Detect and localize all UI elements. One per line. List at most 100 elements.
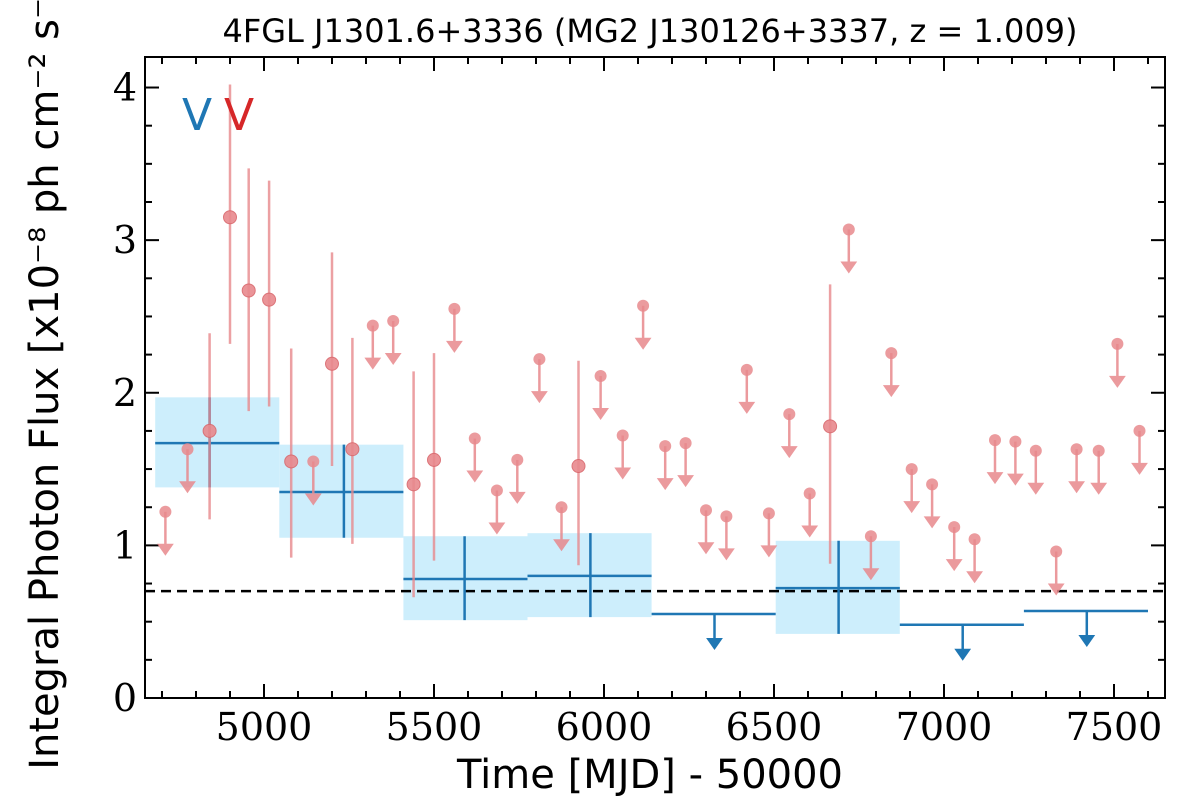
long-bin-upper-limit-arrow-head [954, 648, 972, 661]
short-bin-upper-limit-arrow-head [488, 522, 506, 535]
short-bin-upper-limit-arrow-head [466, 470, 484, 483]
short-bin-upper-limit-arrow-head [1090, 482, 1108, 495]
short-bin-upper-limit-arrow-head [945, 559, 963, 572]
y-axis-label: Integral Photon Flux [x10⁻⁸ ph cm⁻² s⁻¹] [22, 0, 68, 770]
y-tick-label: 3 [113, 218, 137, 262]
short-bin-upper-limit [903, 469, 921, 514]
short-bin-upper-limit-arrow-head [614, 467, 632, 480]
short-bin-upper-limit-arrow-head [364, 357, 382, 370]
short-bin-upper-limit-arrow-head [780, 446, 798, 459]
x-tick-label: 5500 [386, 705, 483, 749]
short-bin-upper-limit-arrow-head [760, 545, 778, 558]
chart-title: 4FGL J1301.6+3336 (MG2 J130126+3337, z =… [222, 12, 1077, 50]
short-bin-upper-limit-arrow-head [1007, 473, 1024, 486]
short-bin-point [571, 459, 586, 474]
short-bin-upper-limit [780, 414, 798, 459]
short-bin-upper-limit [986, 440, 1004, 485]
short-bin-upper-limit-arrow-head [634, 337, 652, 350]
short-bin-upper-limit [531, 359, 548, 404]
short-bin-point [823, 419, 838, 434]
legend-flag: V [182, 90, 212, 141]
x-axis-label: Time [MJD] - 50000 [456, 752, 843, 798]
short-bin-upper-limit [466, 438, 484, 483]
long-bin-upper-limit-arrow-head [1078, 635, 1096, 648]
short-bin-upper-limit [1090, 450, 1108, 495]
short-bin-upper-limit [966, 539, 983, 584]
short-bin-upper-limit-arrow-head [1027, 482, 1045, 495]
short-bin-upper-limit [179, 449, 196, 494]
short-bin-upper-limit [1068, 449, 1085, 494]
short-bin-upper-limit-arrow-head [446, 340, 463, 353]
short-bin-upper-limit-arrow-head [966, 571, 983, 584]
short-bin-point [427, 452, 441, 467]
short-bin-point [284, 454, 299, 469]
short-bin-upper-limit [656, 446, 674, 491]
short-bin-upper-limit [738, 369, 756, 414]
short-bin-upper-limit-arrow-head [862, 568, 880, 581]
short-bin-point [345, 442, 360, 457]
short-bin-upper-limit [923, 484, 941, 529]
short-bin-upper-limit-arrow-head [553, 539, 570, 552]
y-tick-label: 2 [113, 371, 137, 415]
short-bin-upper-limit-arrow-head [1068, 481, 1085, 494]
short-bin-upper-limit [364, 325, 382, 370]
legend-flag: V [224, 90, 254, 141]
short-bin-upper-limit-arrow-head [179, 481, 196, 494]
short-bin-point [223, 210, 237, 225]
short-bin-upper-limit [718, 516, 735, 561]
short-bin-upper-limit [384, 321, 402, 366]
short-bin-upper-limit-arrow-head [718, 548, 735, 561]
short-bin-point [325, 356, 339, 371]
short-bin-upper-limit [862, 536, 880, 581]
y-tick-label: 4 [113, 66, 137, 110]
short-bin-upper-limit-arrow-head [986, 472, 1004, 485]
short-bin-upper-limit [614, 435, 632, 480]
short-bin-upper-limit [488, 490, 506, 535]
long-bin-series [155, 397, 1148, 661]
short-bin-upper-limit [1027, 450, 1045, 495]
short-bin-upper-limit-arrow-head [157, 543, 174, 556]
short-bin-point [406, 477, 421, 492]
tick-labels: 5000 5500 6000 6500 7000 7500 0 1 2 3 4 [113, 66, 1163, 749]
short-bin-upper-limit-arrow-head [1109, 375, 1126, 388]
short-bin-series [157, 84, 1148, 598]
short-bin-upper-limit-arrow-head [677, 475, 694, 488]
long-bin-upper-limit-arrow-head [706, 638, 723, 651]
short-bin-upper-limit-arrow-head [801, 525, 819, 538]
short-bin-upper-limit-arrow-head [697, 542, 715, 555]
short-bin-upper-limit-arrow-head [923, 516, 941, 529]
y-tick-label: 0 [113, 676, 137, 720]
x-tick-label: 6500 [726, 705, 823, 749]
x-tick-label: 5000 [216, 705, 313, 749]
short-bin-upper-limit-arrow-head [840, 261, 858, 274]
short-bin-upper-limit [1047, 551, 1065, 596]
short-bin-upper-limit-arrow-head [592, 407, 609, 420]
short-bin-point [241, 283, 256, 298]
short-bin-upper-limit-arrow-head [304, 493, 322, 506]
short-bin-upper-limit-arrow-head [384, 353, 402, 366]
short-bin-upper-limit [634, 305, 652, 350]
short-bin-upper-limit-arrow-head [882, 385, 900, 398]
short-bin-upper-limit-arrow-head [1131, 462, 1148, 475]
x-tick-label: 7500 [1066, 705, 1163, 749]
short-bin-upper-limit [592, 375, 609, 420]
short-bin-point [262, 292, 277, 307]
x-tick-label: 7000 [896, 705, 993, 749]
short-bin-upper-limit [840, 229, 858, 274]
short-bin-upper-limit [760, 513, 778, 558]
short-bin-upper-limit [304, 461, 322, 506]
short-bin-upper-limit [697, 510, 715, 555]
short-bin-upper-limit [945, 527, 963, 572]
short-bin-point [202, 423, 217, 438]
short-bin-upper-limit [553, 507, 570, 552]
short-bin-upper-limit-arrow-head [738, 401, 756, 414]
short-bin-upper-limit-arrow-head [1047, 583, 1065, 596]
short-bin-upper-limit [446, 308, 463, 353]
short-bin-upper-limit [1007, 441, 1024, 486]
x-tick-label: 6000 [556, 705, 653, 749]
short-bin-upper-limit-arrow-head [903, 501, 921, 514]
short-bin-upper-limit [677, 443, 694, 488]
short-bin-upper-limit [508, 459, 526, 504]
